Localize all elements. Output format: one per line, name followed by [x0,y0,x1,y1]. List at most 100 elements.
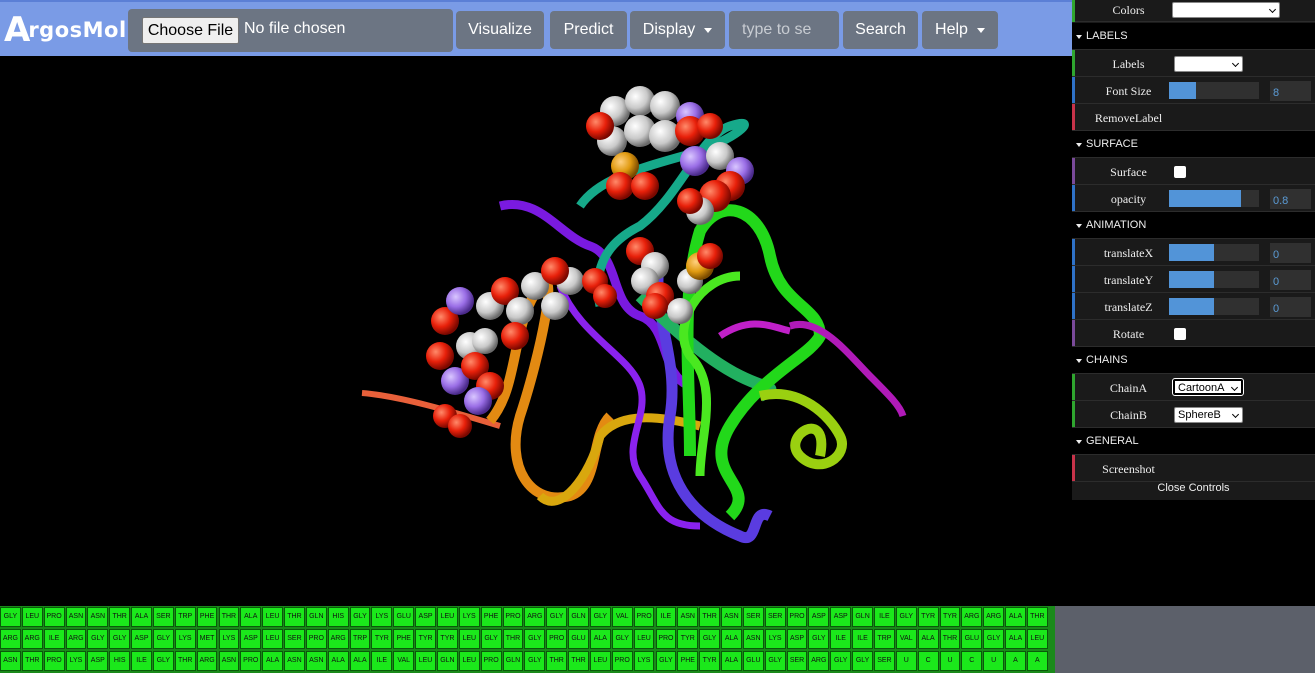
residue-cell[interactable]: PRO [611,651,633,671]
residue-cell[interactable]: ILE [371,651,393,671]
residue-cell[interactable]: ALA [1005,629,1026,649]
residue-cell[interactable]: ALA [589,629,611,649]
residue-cell[interactable]: THR [109,607,131,627]
residue-cell[interactable]: GLY [87,629,109,649]
residue-cell[interactable]: THR [502,629,524,649]
molecule-viewer-canvas[interactable] [0,56,1072,606]
residue-cell[interactable]: GLY [655,651,677,671]
surface-folder-header[interactable]: SURFACE [1072,131,1315,158]
residue-cell[interactable]: ARG [961,607,983,627]
labels-select[interactable] [1174,56,1243,72]
residue-cell[interactable]: LEU [458,629,480,649]
residue-cell[interactable]: ARG [0,629,21,649]
close-controls-button[interactable]: Close Controls [1157,482,1230,494]
residue-cell[interactable]: ASP [415,607,436,627]
residue-cell[interactable]: LYS [633,651,655,671]
residue-cell[interactable]: U [983,651,1005,671]
residue-cell[interactable]: ALA [721,651,742,671]
residue-cell[interactable]: ASP [786,629,808,649]
residue-cell[interactable]: GLY [895,607,917,627]
residue-cell[interactable]: TRP [874,629,895,649]
residue-cell[interactable]: PRO [43,651,65,671]
residue-cell[interactable]: GLN [305,607,327,627]
residue-cell[interactable]: GLY [152,651,174,671]
residue-cell[interactable]: THR [174,651,196,671]
animation-folder-header[interactable]: ANIMATION [1072,212,1315,239]
residue-cell[interactable]: THR [218,607,240,627]
translate-x-slider[interactable] [1169,244,1259,261]
residue-cell[interactable]: GLU [393,607,415,627]
residue-cell[interactable]: GLY [0,607,21,627]
chain-b-select[interactable]: SphereB [1174,407,1243,423]
residue-cell[interactable]: ASN [218,651,240,671]
residue-cell[interactable]: ARG [196,651,218,671]
residue-cell[interactable]: PRO [43,607,65,627]
residue-cell[interactable]: ASN [284,651,305,671]
residue-cell[interactable]: ASP [830,607,852,627]
residue-cell[interactable]: GLY [589,607,611,627]
residue-cell[interactable]: TYR [677,629,699,649]
residue-cell[interactable]: GLY [349,607,371,627]
translate-y-value-input[interactable]: 0 [1270,270,1311,290]
residue-cell[interactable]: THR [546,651,568,671]
residue-cell[interactable]: ILE [830,629,852,649]
residue-cell[interactable]: ASN [87,607,109,627]
residue-cell[interactable]: ALA [131,607,152,627]
font-size-slider[interactable] [1169,82,1259,99]
residue-cell[interactable]: ALA [327,651,349,671]
residue-cell[interactable]: ASN [0,651,21,671]
residue-cell[interactable]: PRO [546,629,568,649]
residue-cell[interactable]: THR [939,629,961,649]
residue-cell[interactable]: VAL [393,651,415,671]
residue-cell[interactable]: TYR [415,629,436,649]
labels-folder-header[interactable]: LABELS [1072,23,1315,50]
residue-cell[interactable]: GLY [983,629,1005,649]
residue-cell[interactable]: PRO [480,651,502,671]
residue-cell[interactable]: GLU [742,651,764,671]
residue-cell[interactable]: PRO [240,651,262,671]
residue-cell[interactable]: HIS [327,607,349,627]
residue-cell[interactable]: ASN [677,607,699,627]
residue-cell[interactable]: SER [742,607,764,627]
opacity-slider[interactable] [1169,190,1259,207]
residue-cell[interactable]: LEU [633,629,655,649]
residue-cell[interactable]: LEU [437,607,458,627]
residue-cell[interactable]: LEU [262,607,284,627]
residue-cell[interactable]: ILE [43,629,65,649]
translate-z-slider[interactable] [1169,298,1259,315]
residue-cell[interactable]: ALA [240,607,262,627]
residue-cell[interactable]: THR [1026,607,1048,627]
translate-x-value-input[interactable]: 0 [1270,243,1311,263]
choose-file-button[interactable]: Choose File [142,17,239,44]
general-folder-header[interactable]: GENERAL [1072,428,1315,455]
residue-cell[interactable]: GLY [109,629,131,649]
residue-cell[interactable]: SER [284,629,305,649]
residue-cell[interactable]: ILE [131,651,152,671]
residue-cell[interactable]: THR [284,607,305,627]
residue-cell[interactable]: GLY [524,629,546,649]
residue-cell[interactable]: ARG [21,629,43,649]
residue-cell[interactable]: THR [699,607,721,627]
residue-cell[interactable]: ASP [240,629,262,649]
screenshot-button[interactable]: Screenshot [1102,462,1155,476]
residue-cell[interactable]: LEU [1026,629,1048,649]
residue-cell[interactable]: U [895,651,917,671]
residue-cell[interactable]: LYS [764,629,786,649]
residue-cell[interactable]: ILE [655,607,677,627]
residue-cell[interactable]: TYR [699,651,721,671]
residue-cell[interactable]: C [961,651,983,671]
residue-cell[interactable]: LEU [262,629,284,649]
residue-cell[interactable]: LYS [458,607,480,627]
residue-cell[interactable]: ASN [742,629,764,649]
residue-cell[interactable]: ARG [65,629,87,649]
residue-cell[interactable]: PRO [305,629,327,649]
residue-cell[interactable]: ILE [852,629,873,649]
residue-cell[interactable]: LYS [371,607,393,627]
residue-cell[interactable]: PRO [655,629,677,649]
residue-cell[interactable]: SER [874,651,895,671]
residue-cell[interactable]: GLY [808,629,830,649]
residue-cell[interactable]: GLU [961,629,983,649]
residue-cell[interactable]: PHE [393,629,415,649]
display-dropdown[interactable]: Display [630,11,725,49]
help-dropdown[interactable]: Help [922,11,998,49]
